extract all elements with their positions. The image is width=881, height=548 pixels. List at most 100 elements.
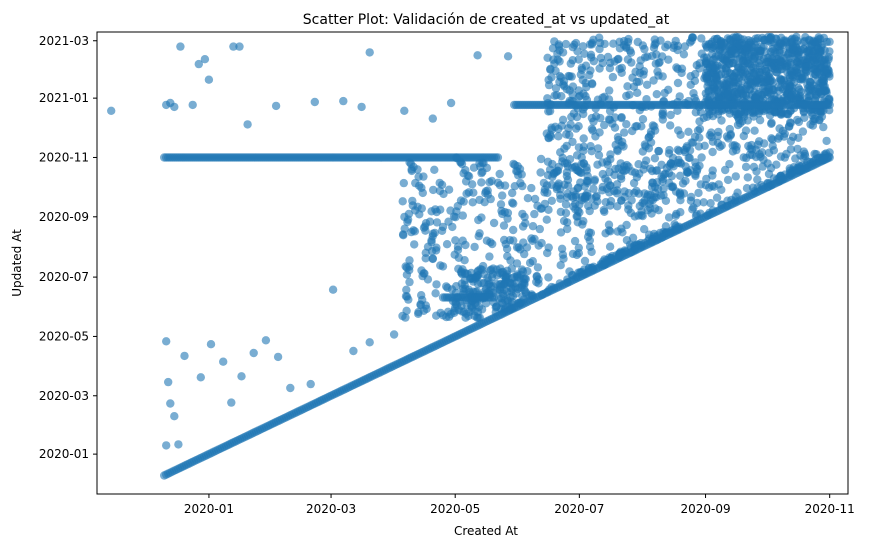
data-point-2947 — [640, 189, 649, 198]
data-point-1384 — [568, 90, 577, 99]
data-point-2145 — [770, 107, 779, 117]
x-tick-label-1: 2020-03 — [306, 502, 356, 516]
data-point-988 — [652, 90, 661, 99]
data-point-2860 — [825, 100, 834, 110]
data-point-675 — [417, 204, 426, 213]
data-point-2933 — [349, 346, 358, 356]
data-point-980 — [649, 76, 658, 85]
data-point-1205 — [560, 144, 569, 153]
x-tick-label-3: 2020-07 — [554, 502, 604, 516]
data-point-620 — [489, 218, 499, 228]
data-point-2899 — [271, 101, 281, 111]
chart-title: Scatter Plot: Validación de created_at v… — [303, 12, 670, 28]
x-axis-label: Created At — [454, 524, 518, 538]
data-point-1025 — [576, 168, 585, 177]
data-point-635 — [502, 244, 512, 253]
data-point-1333 — [613, 186, 622, 195]
data-point-1016 — [561, 39, 571, 49]
data-point-1041 — [585, 206, 594, 216]
data-point-2910 — [622, 42, 631, 51]
data-point-652 — [583, 232, 593, 242]
data-point-813 — [554, 132, 563, 141]
data-point-975 — [666, 110, 675, 120]
data-point-666 — [498, 191, 507, 200]
data-point-518 — [640, 225, 649, 234]
data-point-1347 — [650, 40, 659, 49]
data-point-1422 — [806, 120, 815, 129]
data-point-2180 — [755, 51, 764, 60]
data-point-466 — [543, 248, 552, 258]
x-tick-label-4: 2020-09 — [680, 502, 730, 516]
data-point-1067 — [573, 184, 582, 193]
data-point-2182 — [811, 84, 820, 94]
data-point-2921 — [180, 351, 189, 361]
data-point-1345 — [561, 208, 571, 218]
data-point-2101 — [816, 89, 826, 98]
data-point-2925 — [227, 398, 236, 407]
data-point-255 — [461, 284, 470, 294]
data-point-1426 — [595, 128, 604, 137]
data-point-905 — [725, 159, 734, 169]
data-point-1435 — [575, 208, 584, 217]
data-point-2176 — [708, 80, 717, 90]
data-point-1490 — [696, 108, 706, 117]
y-tick-label-0: 2020-01 — [39, 447, 89, 461]
data-point-575 — [443, 283, 452, 292]
data-point-97 — [477, 279, 486, 288]
data-point-906 — [617, 174, 626, 183]
data-point-2894 — [204, 75, 214, 84]
data-point-667 — [532, 271, 541, 281]
data-point-1175 — [591, 112, 601, 121]
data-point-1270 — [741, 126, 751, 135]
data-point-859 — [620, 128, 629, 137]
data-point-2908 — [503, 52, 513, 61]
data-point-1255 — [625, 90, 634, 99]
data-point-677 — [495, 181, 505, 190]
data-point-2944 — [583, 178, 592, 187]
data-point-552 — [410, 227, 420, 236]
data-point-165 — [431, 289, 440, 298]
data-point-2953 — [784, 122, 794, 131]
data-point-1060 — [651, 204, 660, 213]
data-point-2173 — [731, 69, 740, 78]
data-point-2048 — [819, 33, 829, 43]
data-point-1290 — [694, 188, 703, 198]
data-point-1465 — [657, 172, 666, 181]
data-point-1416 — [639, 67, 649, 76]
data-point-2197 — [778, 64, 787, 74]
data-point-1284 — [543, 171, 553, 180]
data-point-1486 — [606, 58, 615, 67]
data-point-659 — [459, 169, 468, 178]
data-point-2941 — [518, 209, 527, 219]
data-point-2926 — [237, 372, 246, 381]
data-point-935 — [743, 173, 752, 182]
data-point-464 — [487, 176, 496, 186]
data-point-1317 — [614, 54, 623, 64]
data-point-1148 — [819, 122, 828, 132]
data-point-326 — [458, 211, 467, 220]
data-point-662 — [404, 209, 414, 219]
data-point-594 — [518, 222, 528, 231]
data-point-455 — [585, 242, 595, 251]
data-point-504 — [460, 276, 469, 285]
data-point-590 — [450, 308, 459, 317]
data-point-404 — [523, 194, 533, 203]
data-point-1044 — [755, 116, 765, 125]
data-point-1368 — [568, 137, 577, 147]
data-point-2897 — [235, 42, 244, 51]
data-point-615 — [489, 264, 498, 273]
data-point-551 — [478, 261, 488, 271]
data-point-2915 — [162, 337, 171, 346]
data-point-2913 — [707, 132, 716, 142]
data-point-2898 — [243, 120, 252, 129]
data-point-1377 — [644, 144, 654, 153]
data-point-1358 — [685, 153, 694, 163]
data-point-387 — [509, 225, 518, 235]
data-point-2930 — [286, 383, 295, 393]
data-point-622 — [574, 249, 583, 258]
data-point-2141 — [794, 53, 803, 63]
data-point-517 — [527, 183, 536, 193]
data-point-641 — [464, 188, 474, 197]
plot-area-frame — [96, 31, 849, 495]
data-point-1461 — [587, 194, 596, 203]
